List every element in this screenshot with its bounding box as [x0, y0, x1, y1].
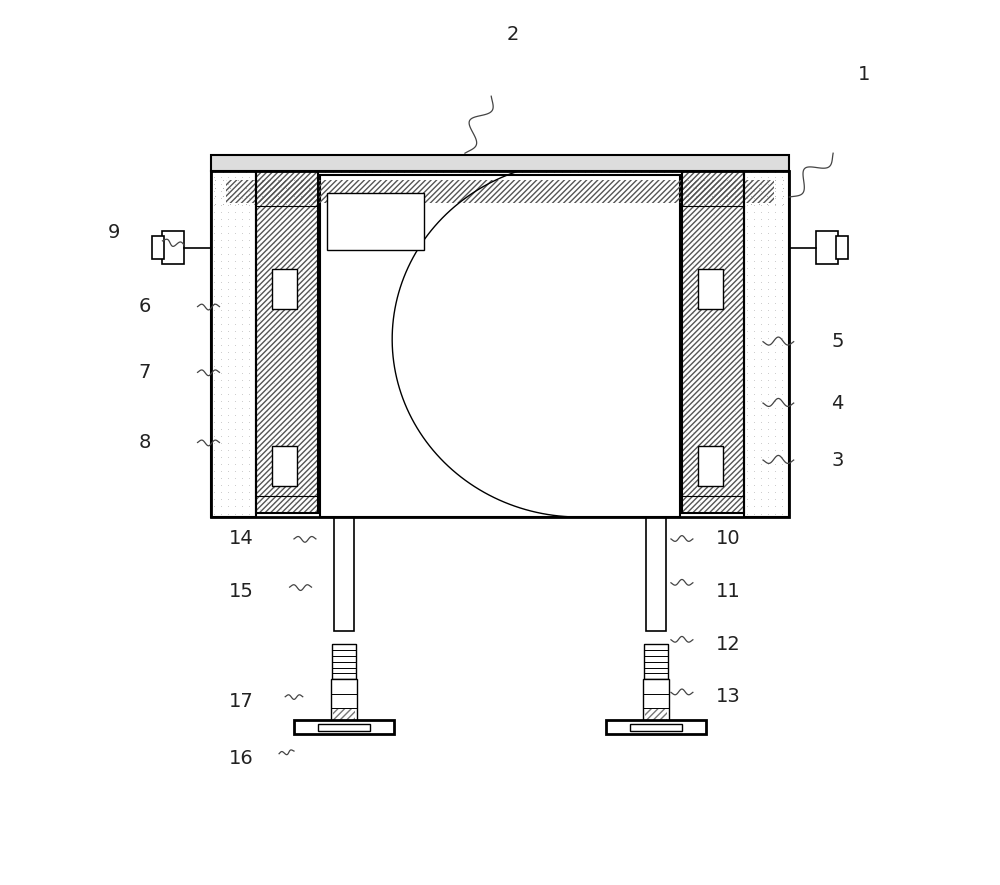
Text: 6: 6 — [139, 297, 151, 316]
Bar — [643, 679, 669, 727]
Bar — [162, 231, 184, 265]
Text: 14: 14 — [229, 529, 254, 549]
Bar — [816, 231, 838, 265]
Bar — [211, 171, 789, 517]
Bar — [744, 171, 789, 517]
Bar — [682, 171, 744, 512]
Bar — [294, 720, 394, 735]
Bar — [682, 171, 744, 512]
Text: 5: 5 — [831, 332, 844, 351]
Bar — [226, 180, 774, 204]
Text: 9: 9 — [108, 223, 120, 242]
Bar — [644, 644, 668, 679]
Text: 10: 10 — [716, 529, 740, 549]
Text: 12: 12 — [716, 635, 740, 654]
Bar — [327, 193, 424, 250]
Text: 8: 8 — [139, 433, 151, 452]
Bar — [320, 175, 680, 517]
Bar — [334, 517, 354, 631]
Bar — [318, 724, 370, 731]
Bar — [256, 171, 318, 512]
Text: 16: 16 — [229, 749, 254, 767]
Bar — [256, 171, 318, 512]
Text: 1: 1 — [858, 65, 870, 84]
Text: 11: 11 — [716, 582, 740, 601]
Text: 13: 13 — [716, 688, 740, 706]
Text: 2: 2 — [507, 26, 519, 44]
Bar — [211, 171, 789, 517]
Bar — [836, 236, 848, 259]
Bar — [606, 720, 706, 735]
Text: 7: 7 — [139, 363, 151, 381]
Bar — [211, 171, 256, 517]
Bar — [645, 709, 667, 726]
Bar — [698, 446, 723, 486]
Text: 3: 3 — [831, 450, 844, 470]
Text: 17: 17 — [229, 691, 254, 711]
Bar — [333, 709, 355, 726]
Bar — [698, 269, 723, 309]
Bar — [646, 517, 666, 631]
Bar — [630, 724, 682, 731]
Text: 4: 4 — [831, 394, 844, 412]
Text: 15: 15 — [229, 582, 254, 601]
Bar — [331, 679, 357, 727]
Bar — [152, 236, 164, 259]
Bar — [211, 155, 789, 171]
Bar — [332, 644, 356, 679]
Bar — [272, 446, 297, 486]
Bar — [272, 269, 297, 309]
